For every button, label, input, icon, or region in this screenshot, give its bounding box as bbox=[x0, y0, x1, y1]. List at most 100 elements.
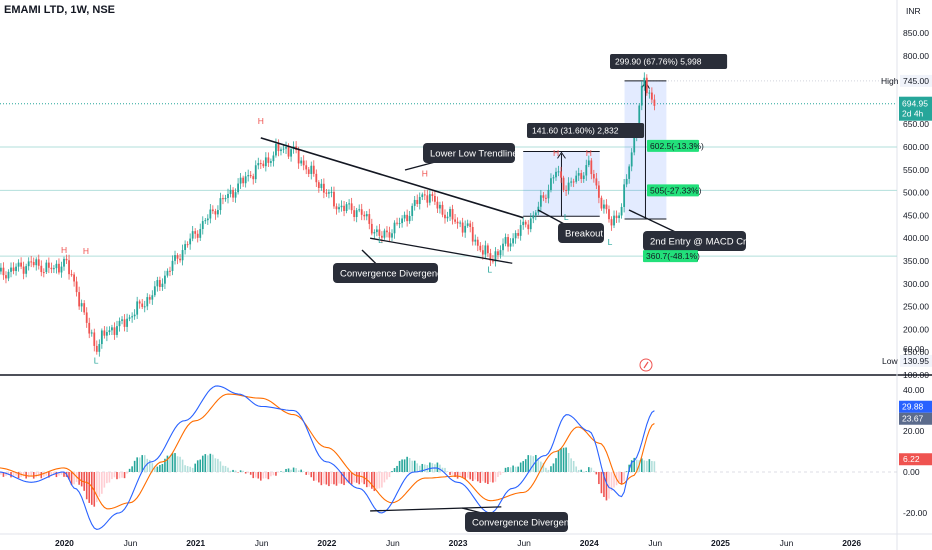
candle bbox=[547, 184, 550, 204]
candle-body bbox=[340, 205, 343, 208]
candle bbox=[431, 191, 434, 202]
high-value-bg bbox=[900, 74, 932, 87]
candle-body bbox=[381, 235, 383, 238]
candle-body bbox=[103, 330, 106, 336]
candle bbox=[53, 265, 55, 274]
candle bbox=[328, 189, 330, 199]
histogram-bar bbox=[154, 467, 156, 472]
candle bbox=[350, 197, 353, 214]
candle-body bbox=[481, 250, 484, 255]
histogram-bar bbox=[406, 456, 408, 472]
candle bbox=[527, 220, 530, 235]
candle-body bbox=[527, 224, 530, 230]
candle bbox=[479, 242, 482, 253]
price-axis-tick: 150.00 bbox=[903, 347, 929, 357]
candle bbox=[532, 211, 535, 224]
candle-body bbox=[645, 77, 648, 94]
candle-body bbox=[254, 165, 257, 180]
candle-body bbox=[272, 155, 275, 162]
histogram-bar bbox=[217, 458, 219, 472]
candle bbox=[418, 192, 421, 210]
candle-body bbox=[242, 177, 245, 184]
candle bbox=[229, 184, 232, 198]
price-axis-tick: 850.00 bbox=[903, 28, 929, 38]
histogram-bar bbox=[630, 460, 633, 472]
candle bbox=[603, 199, 605, 214]
candle-body bbox=[247, 175, 250, 177]
candle-body bbox=[194, 231, 197, 234]
candle bbox=[615, 210, 618, 224]
pivot-high-5: H bbox=[586, 148, 592, 158]
candle-body bbox=[575, 175, 578, 182]
histogram-bar bbox=[358, 472, 360, 485]
histogram-bar bbox=[502, 472, 504, 473]
candle-body bbox=[421, 194, 424, 198]
symbol-header: EMAMI LTD, 1W, NSE bbox=[4, 4, 116, 16]
histogram-bar bbox=[45, 472, 48, 476]
candle bbox=[146, 293, 149, 311]
time-axis-tick: 2025 bbox=[711, 538, 730, 548]
price-axis-tick: 600.00 bbox=[903, 142, 929, 152]
candle bbox=[70, 269, 73, 277]
candle-body bbox=[133, 314, 136, 317]
time-axis-tick: Jun bbox=[124, 538, 138, 548]
candle-body bbox=[116, 326, 118, 335]
candle-body bbox=[436, 201, 439, 209]
candle bbox=[570, 177, 573, 187]
histogram-bar bbox=[635, 459, 638, 472]
candle-body bbox=[325, 192, 328, 194]
candle-body bbox=[12, 267, 15, 272]
candle-body bbox=[280, 149, 282, 152]
histogram-bar bbox=[166, 455, 169, 472]
histogram-bar bbox=[499, 472, 502, 476]
candle-body bbox=[476, 239, 479, 246]
candle bbox=[272, 151, 275, 167]
histogram-bar bbox=[285, 468, 287, 472]
histogram-bar bbox=[484, 472, 487, 483]
histogram-bar bbox=[300, 469, 302, 472]
candle bbox=[441, 201, 444, 218]
candle bbox=[330, 186, 333, 198]
histogram-bar bbox=[138, 457, 141, 472]
histogram-bar bbox=[446, 471, 449, 472]
candle bbox=[65, 254, 68, 264]
candle bbox=[30, 255, 33, 268]
histogram-bar bbox=[60, 472, 63, 475]
candle bbox=[545, 194, 547, 203]
histogram-bar bbox=[580, 469, 583, 472]
candle bbox=[459, 220, 462, 228]
candle bbox=[507, 233, 509, 252]
histogram-bar bbox=[111, 472, 113, 480]
histogram-bar bbox=[27, 472, 30, 478]
histogram-bar bbox=[101, 472, 103, 494]
candle bbox=[12, 262, 15, 275]
candle bbox=[20, 257, 23, 270]
candle-body bbox=[58, 263, 60, 273]
macd-divergence-line bbox=[370, 506, 502, 512]
candle bbox=[161, 278, 164, 291]
candle bbox=[471, 221, 474, 246]
candle-body bbox=[259, 163, 262, 165]
histogram-bar bbox=[454, 472, 456, 478]
candle-body bbox=[181, 250, 184, 261]
price-axis-tick: 300.00 bbox=[903, 279, 929, 289]
histogram-bar bbox=[126, 472, 128, 474]
histogram-bar bbox=[625, 471, 628, 472]
candle bbox=[320, 179, 323, 191]
candle-body bbox=[143, 306, 146, 308]
candle-body bbox=[547, 189, 550, 199]
histogram-bar bbox=[201, 455, 204, 472]
candle-body bbox=[512, 238, 515, 244]
candle-body bbox=[529, 218, 532, 230]
candle-body bbox=[396, 222, 398, 224]
histogram-bar bbox=[239, 470, 242, 472]
histogram-bar bbox=[80, 472, 83, 487]
candle bbox=[565, 185, 567, 197]
candle-body bbox=[570, 181, 573, 183]
histogram-bar bbox=[335, 472, 338, 486]
time-axis-tick: Jun bbox=[517, 538, 531, 548]
histogram-bar bbox=[562, 447, 565, 472]
candle bbox=[123, 314, 126, 332]
price-axis-tick: 500.00 bbox=[903, 188, 929, 198]
